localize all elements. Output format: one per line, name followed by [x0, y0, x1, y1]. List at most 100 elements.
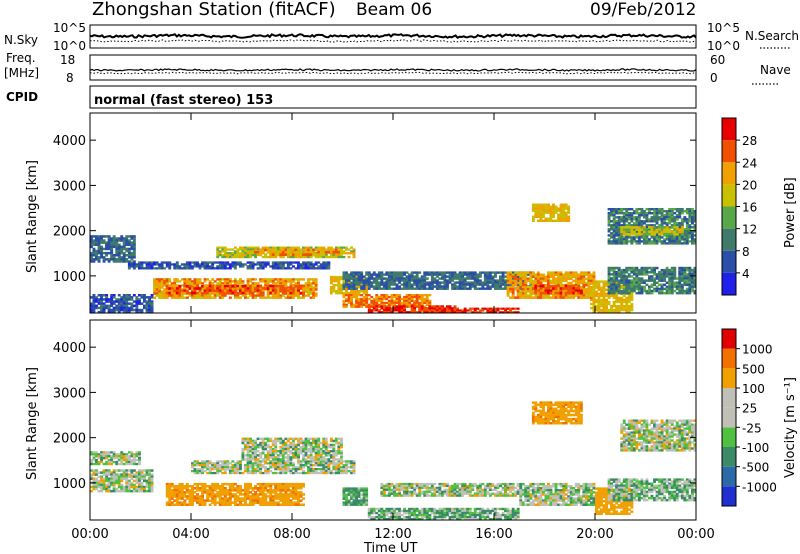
cell-velocity-1 — [127, 487, 131, 491]
cell-velocity-0 — [117, 459, 121, 462]
cell-power-3 — [297, 278, 300, 281]
cell-power-3 — [251, 282, 255, 285]
cell-velocity-1 — [145, 469, 149, 472]
cell-power-13 — [549, 284, 553, 288]
cell-power-16 — [680, 212, 684, 215]
cell-power-5 — [352, 248, 356, 251]
cell-power-15 — [615, 266, 619, 270]
cell-power-13 — [579, 289, 583, 293]
cell-power-5 — [249, 254, 252, 257]
cell-power-16 — [668, 212, 672, 215]
cell-velocity-1 — [117, 481, 121, 485]
cell-power-16 — [655, 216, 659, 219]
cell-power-16 — [617, 210, 621, 213]
cell-velocity-1 — [138, 471, 141, 474]
cell-power-16 — [620, 224, 624, 227]
cell-power-1 — [97, 302, 101, 305]
cell-velocity-1 — [143, 487, 146, 491]
cell-power-11 — [488, 275, 492, 278]
cell-power-12 — [539, 290, 543, 293]
cell-power-12 — [557, 271, 560, 274]
cell-power-3 — [173, 282, 177, 285]
cell-power-11 — [385, 277, 389, 280]
cell-power-17 — [645, 232, 649, 236]
cell-power-4 — [274, 291, 278, 295]
cell-power-2 — [276, 267, 280, 270]
cell-velocity-2 — [185, 482, 189, 486]
cell-power-11 — [408, 277, 411, 280]
cell-power-17 — [625, 232, 629, 236]
cell-power-18 — [557, 215, 560, 218]
cell-power-0 — [100, 241, 103, 244]
cell-velocity-2 — [175, 499, 179, 502]
cell-power-11 — [350, 287, 353, 290]
cell-power-8 — [342, 294, 346, 297]
cell-power-11 — [499, 283, 502, 286]
cell-power-10 — [443, 311, 447, 314]
cell-power-4 — [198, 289, 202, 293]
cell-power-15 — [688, 285, 692, 289]
cell-power-3 — [294, 282, 298, 285]
cell-power-3 — [198, 282, 202, 285]
cell-power-1 — [102, 306, 106, 310]
cell-power-11 — [387, 273, 391, 276]
cell-power-11 — [494, 285, 497, 288]
cell-power-11 — [486, 281, 490, 284]
cell-power-10 — [433, 309, 437, 312]
cell-power-10 — [435, 307, 439, 310]
cell-power-10 — [509, 311, 512, 314]
cell-power-2 — [140, 265, 144, 268]
cell-power-3 — [269, 280, 273, 283]
cell-power-13 — [574, 291, 578, 295]
cell-power-11 — [458, 283, 462, 286]
cell-power-8 — [420, 303, 424, 306]
cell-power-3 — [261, 278, 265, 281]
cell-power-12 — [567, 271, 571, 274]
cell-power-16 — [615, 208, 619, 211]
cell-power-1 — [95, 306, 98, 310]
cell-power-0 — [125, 254, 129, 257]
cell-power-11 — [499, 279, 502, 282]
cell-power-6 — [281, 253, 285, 256]
cell-power-16 — [685, 218, 689, 221]
cell-power-3 — [246, 282, 250, 285]
cell-power-6 — [271, 251, 275, 254]
cell-power-16 — [685, 222, 689, 225]
cell-power-16 — [643, 222, 646, 225]
cell-power-12 — [506, 277, 510, 281]
cell-power-15 — [612, 277, 616, 280]
cell-power-16 — [663, 220, 667, 223]
cell-power-11 — [471, 275, 475, 278]
cell-power-16 — [673, 224, 677, 227]
cell-power-11 — [468, 287, 472, 290]
cell-power-11 — [342, 277, 346, 280]
cell-velocity-0 — [127, 451, 131, 454]
cell-power-15 — [632, 273, 636, 276]
cell-power-15 — [648, 285, 651, 289]
cell-power-15 — [612, 268, 616, 272]
cell-power-15 — [665, 287, 669, 291]
cell-power-4 — [289, 284, 293, 288]
cell-power-1 — [125, 304, 129, 308]
cell-power-16 — [648, 240, 651, 243]
cell-power-15 — [688, 266, 692, 270]
cell-power-6 — [329, 248, 333, 252]
cell-power-4 — [251, 284, 255, 288]
station-title: Zhongshan Station (fitACF) — [92, 0, 336, 20]
cell-power-8 — [390, 294, 394, 297]
cell-power-16 — [630, 236, 634, 239]
cell-power-11 — [345, 279, 348, 282]
cell-velocity-1 — [120, 477, 124, 480]
cell-power-4 — [246, 284, 250, 288]
cell-power-16 — [660, 222, 664, 225]
cell-power-8 — [370, 303, 374, 306]
cell-power-1 — [115, 298, 119, 301]
cell-power-4 — [226, 291, 230, 295]
cell-power-2 — [289, 261, 293, 264]
cell-power-11 — [403, 279, 406, 282]
cell-power-11 — [494, 281, 497, 284]
cell-power-12 — [552, 281, 555, 285]
cell-power-4 — [244, 287, 247, 290]
cell-power-11 — [438, 287, 442, 290]
cell-power-14 — [627, 296, 631, 300]
